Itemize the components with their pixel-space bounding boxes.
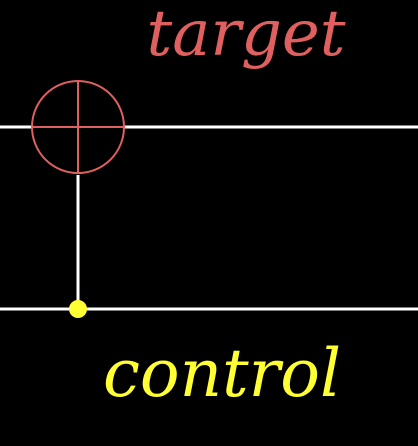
control-dot [69, 300, 87, 318]
control-label: control [103, 335, 341, 412]
target-symbol [31, 80, 125, 174]
target-label: target [146, 0, 345, 71]
